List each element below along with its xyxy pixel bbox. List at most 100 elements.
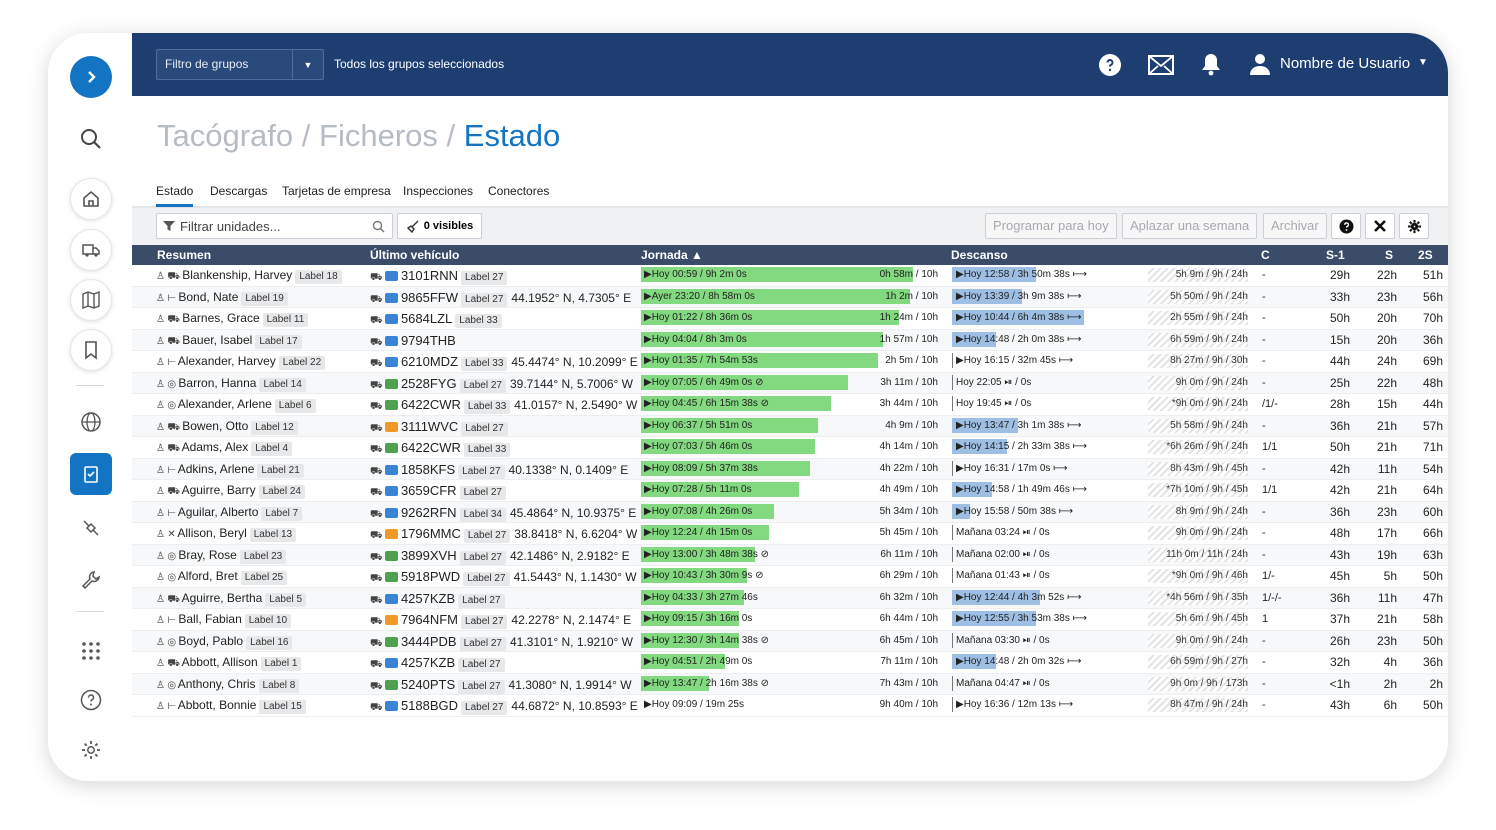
help-top-button[interactable] bbox=[1098, 53, 1122, 77]
user-menu-caret-icon[interactable]: ▼ bbox=[1418, 57, 1428, 68]
vehicle-plate[interactable]: 4257KZB bbox=[400, 655, 456, 670]
driver-name[interactable]: Adkins, Arlene bbox=[177, 461, 255, 476]
vehicle-plate[interactable]: 9865FFW bbox=[400, 289, 459, 305]
driver-name[interactable]: Bond, Nate bbox=[178, 289, 239, 304]
export-excel-button[interactable] bbox=[1365, 213, 1395, 239]
tab-inspecciones[interactable]: Inspecciones bbox=[403, 184, 474, 198]
notifications-button[interactable] bbox=[1200, 52, 1222, 76]
vehicle-plate[interactable]: 3111WVC bbox=[400, 418, 459, 434]
search-button[interactable] bbox=[70, 118, 112, 160]
driver-name[interactable]: Adams, Alex bbox=[181, 440, 249, 454]
col-rest[interactable]: Descanso bbox=[951, 248, 1008, 262]
maintenance-button[interactable] bbox=[70, 559, 112, 601]
table-row[interactable]: ♙ ⛟ Bauer, Isabel Label 17 ⛟ 9794THB ▶Hoy 0… bbox=[132, 329, 1448, 351]
col-day[interactable]: Jornada ▲ bbox=[641, 248, 703, 262]
vehicle-plate[interactable]: 9794THB bbox=[400, 332, 456, 348]
col-2s[interactable]: 2S bbox=[1418, 248, 1433, 262]
table-row[interactable]: ♙ ⛟ Barnes, Grace Label 11 ⛟ 5684LZL Label … bbox=[132, 308, 1448, 330]
driver-name[interactable]: Alford, Bret bbox=[177, 569, 238, 583]
vehicle-plate[interactable]: 7964NFM bbox=[400, 612, 459, 627]
home-button[interactable] bbox=[70, 178, 112, 220]
user-name[interactable]: Nombre de Usuario bbox=[1280, 55, 1411, 72]
vehicle-plate[interactable]: 5188BGD bbox=[400, 698, 459, 713]
driver-name[interactable]: Anthony, Chris bbox=[177, 676, 256, 691]
driver-name[interactable]: Abbott, Allison bbox=[181, 655, 258, 669]
vehicle-plate[interactable]: 3899XVH bbox=[400, 547, 457, 563]
table-row[interactable]: ♙ ◎ Alford, Bret Label 25 ⛟ 5918PWD Label 2… bbox=[132, 566, 1448, 588]
breadcrumb-tachograph[interactable]: Tacógrafo bbox=[157, 118, 294, 153]
col-summary[interactable]: Resumen bbox=[157, 248, 212, 262]
table-row[interactable]: ♙ ⊢ Bond, Nate Label 19 ⛟ 9865FFW Label 27 4… bbox=[132, 286, 1448, 308]
breadcrumb-files[interactable]: Ficheros bbox=[319, 118, 438, 153]
archive-button[interactable]: Archivar bbox=[1263, 213, 1327, 239]
tab-conectores[interactable]: Conectores bbox=[488, 184, 550, 198]
driver-name[interactable]: Bowen, Otto bbox=[182, 418, 249, 433]
table-row[interactable]: ♙ ◎ Boyd, Pablo Label 16 ⛟ 3444PDB Label 27… bbox=[132, 630, 1448, 652]
table-row[interactable]: ♙ ⊢ Alexander, Harvey Label 22 ⛟ 6210MDZ La… bbox=[132, 351, 1448, 373]
table-row[interactable]: ♙ ⛟ Aguirre, Barry Label 24 ⛟ 3659CFR Label… bbox=[132, 480, 1448, 502]
table-settings-button[interactable] bbox=[1399, 213, 1429, 239]
vehicle-plate[interactable]: 2528FYG bbox=[400, 375, 457, 391]
driver-name[interactable]: Alexander, Harvey bbox=[177, 354, 276, 368]
group-filter-select[interactable]: Filtro de grupos ▼ bbox=[156, 49, 324, 80]
apps-button[interactable] bbox=[70, 630, 112, 672]
vehicle-plate[interactable]: 3659CFR bbox=[400, 483, 457, 498]
table-row[interactable]: ♙ ⊢ Adkins, Arlene Label 21 ⛟ 1858KFS Label… bbox=[132, 458, 1448, 480]
vehicle-plate[interactable]: 1858KFS bbox=[400, 461, 456, 477]
driver-name[interactable]: Abbott, Bonnie bbox=[177, 698, 257, 712]
help-table-button[interactable] bbox=[1331, 213, 1361, 239]
table-row[interactable]: ♙ ⊢ Abbott, Bonnie Label 15 ⛟ 5188BGD Label… bbox=[132, 695, 1448, 717]
vehicle-plate[interactable]: 5240PTS bbox=[400, 676, 456, 692]
table-row[interactable]: ♙ ◎ Bray, Rose Label 23 ⛟ 3899XVH Label 27 4… bbox=[132, 544, 1448, 566]
map-button[interactable] bbox=[70, 279, 112, 321]
driver-name[interactable]: Barron, Hanna bbox=[178, 375, 257, 390]
table-row[interactable]: ♙ ⛟ Adams, Alex Label 4 ⛟ 6422CWR Label 33 ▶… bbox=[132, 437, 1448, 459]
col-s1[interactable]: S-1 bbox=[1326, 248, 1345, 262]
vehicle-plate[interactable]: 4257KZB bbox=[400, 590, 456, 606]
driver-name[interactable]: Bray, Rose bbox=[178, 547, 237, 562]
driver-name[interactable]: Barnes, Grace bbox=[182, 311, 260, 325]
tachograph-button[interactable] bbox=[70, 453, 112, 495]
vehicle-plate[interactable]: 5918PWD bbox=[400, 569, 461, 584]
messages-button[interactable] bbox=[1148, 55, 1174, 75]
driver-name[interactable]: Allison, Beryl bbox=[177, 526, 247, 540]
table-row[interactable]: ♙ ⛟ Bowen, Otto Label 12 ⛟ 3111WVC Label 27… bbox=[132, 415, 1448, 437]
vehicle-plate[interactable]: 6210MDZ bbox=[400, 354, 459, 369]
tab-estado[interactable]: Estado bbox=[156, 184, 194, 207]
driver-name[interactable]: Alexander, Arlene bbox=[177, 397, 272, 411]
col-c[interactable]: C bbox=[1261, 248, 1270, 262]
vehicle-plate[interactable]: 3444PDB bbox=[400, 633, 457, 649]
table-row[interactable]: ♙ ⊢ Ball, Fabian Label 10 ⛟ 7964NFM Label 2… bbox=[132, 609, 1448, 631]
driver-name[interactable]: Ball, Fabian bbox=[178, 612, 242, 626]
table-row[interactable]: ♙ ✕ Allison, Beryl Label 13 ⛟ 1796MMC Label… bbox=[132, 523, 1448, 545]
globe-button[interactable] bbox=[70, 401, 112, 443]
user-avatar[interactable] bbox=[1248, 52, 1272, 76]
vehicle-plate[interactable]: 6422CWR bbox=[400, 440, 461, 455]
vehicle-plate[interactable]: 3101RNN bbox=[400, 268, 459, 283]
vehicle-plate[interactable]: 9262RFN bbox=[400, 504, 457, 520]
vehicle-plate[interactable]: 1796MMC bbox=[400, 526, 461, 541]
driver-name[interactable]: Bauer, Isabel bbox=[182, 332, 253, 347]
tools-button[interactable] bbox=[70, 507, 112, 549]
table-row[interactable]: ♙ ⊢ Aguilar, Alberto Label 7 ⛟ 9262RFN Labe… bbox=[132, 501, 1448, 523]
driver-name[interactable]: Aguirre, Barry bbox=[181, 483, 256, 497]
driver-name[interactable]: Boyd, Pablo bbox=[178, 633, 244, 648]
vehicles-button[interactable] bbox=[70, 229, 112, 271]
filter-units-input[interactable]: Filtrar unidades... bbox=[156, 213, 393, 239]
table-row[interactable]: ♙ ◎ Anthony, Chris Label 8 ⛟ 5240PTS Label … bbox=[132, 673, 1448, 695]
help-button[interactable] bbox=[70, 679, 112, 721]
postpone-week-button[interactable]: Aplazar una semana bbox=[1122, 213, 1258, 239]
table-row[interactable]: ♙ ⛟ Blankenship, Harvey Label 18 ⛟ 3101RNN… bbox=[132, 265, 1448, 287]
col-s[interactable]: S bbox=[1385, 248, 1394, 262]
vehicle-plate[interactable]: 5684LZL bbox=[400, 311, 453, 326]
driver-name[interactable]: Aguilar, Alberto bbox=[177, 504, 259, 519]
driver-name[interactable]: Aguirre, Bertha bbox=[181, 590, 263, 605]
col-vehicle[interactable]: Último vehículo bbox=[370, 248, 460, 262]
table-row[interactable]: ♙ ◎ Barron, Hanna Label 14 ⛟ 2528FYG Label … bbox=[132, 372, 1448, 394]
driver-name[interactable]: Blankenship, Harvey bbox=[182, 268, 293, 282]
table-row[interactable]: ♙ ⛟ Abbott, Allison Label 1 ⛟ 4257KZB Label… bbox=[132, 652, 1448, 674]
tab-descargas[interactable]: Descargas bbox=[210, 184, 268, 198]
vehicle-plate[interactable]: 6422CWR bbox=[400, 397, 461, 412]
visible-toggle-button[interactable]: 0 visibles bbox=[397, 213, 482, 239]
bookmarks-button[interactable] bbox=[70, 329, 112, 371]
